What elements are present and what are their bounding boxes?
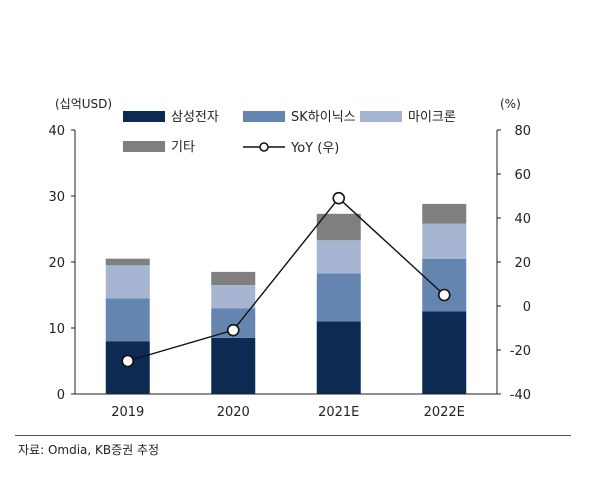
- legend-swatch: [123, 111, 165, 122]
- yoy-point: [437, 288, 451, 302]
- right-axis-unit: (%): [500, 97, 521, 111]
- right-tick-label: 20: [514, 256, 531, 271]
- right-tick-label: 60: [514, 168, 531, 183]
- x-tick-label: 2020: [217, 405, 250, 420]
- axes-layer: 0 10 20 30 40 80 60 40 20 0 -20 -40 2019 2020 2021E 202…: [48, 124, 531, 420]
- left-tick-label: 30: [48, 190, 65, 205]
- yoy-line-layer: [121, 191, 451, 368]
- legend-label: YoY (우): [290, 141, 339, 156]
- x-tick-label: 2019: [111, 405, 144, 420]
- bar-segment: [211, 271, 256, 286]
- x-tick-label: 2022E: [424, 405, 465, 420]
- bar-segment: [105, 265, 150, 299]
- legend-label: 삼성전자: [171, 110, 219, 125]
- bar-segment: [316, 213, 361, 241]
- yoy-point: [226, 323, 240, 337]
- right-tick-label: -20: [510, 344, 531, 359]
- bar-segment: [105, 298, 150, 342]
- footer-divider: [15, 435, 571, 436]
- left-tick-label: 10: [48, 322, 65, 337]
- bar-segment: [422, 258, 467, 312]
- legend-swatch: [360, 111, 402, 122]
- yoy-point: [332, 191, 346, 205]
- bar-segment: [211, 285, 256, 309]
- right-tick-label: 0: [523, 300, 531, 315]
- bar-segment: [105, 341, 150, 394]
- bar-segment: [316, 273, 361, 322]
- bar-segment: [316, 240, 361, 274]
- legend-swatch: [123, 141, 165, 152]
- right-tick-label: 80: [514, 124, 531, 139]
- chart: 0 10 20 30 40 80 60 40 20 0 -20 -40 2019 2020 2021E 202…: [48, 97, 531, 420]
- bar-segment: [422, 223, 467, 259]
- source-note: 자료: Omdia, KB증권 추정: [18, 443, 160, 457]
- legend-line-marker: [259, 142, 269, 152]
- bar-segment: [105, 258, 150, 266]
- right-tick-label: 40: [514, 212, 531, 227]
- bar-segment: [422, 311, 467, 394]
- legend-swatch: [243, 111, 285, 122]
- legend-label: SK하이닉스: [291, 110, 356, 125]
- bar-segment: [422, 203, 467, 224]
- legend-label: 마이크론: [408, 110, 456, 125]
- bars-layer: [105, 203, 467, 394]
- left-tick-label: 20: [48, 256, 65, 271]
- legend-label: 기타: [171, 140, 195, 155]
- right-tick-label: -40: [510, 388, 531, 403]
- bar-segment: [211, 337, 256, 394]
- left-axis-unit: (십억USD): [55, 97, 112, 111]
- x-tick-label: 2021E: [318, 405, 359, 420]
- bar-segment: [316, 321, 361, 394]
- left-tick-label: 40: [48, 124, 65, 139]
- left-tick-label: 0: [57, 388, 65, 403]
- yoy-point: [121, 354, 135, 368]
- yoy-line: [127, 197, 445, 362]
